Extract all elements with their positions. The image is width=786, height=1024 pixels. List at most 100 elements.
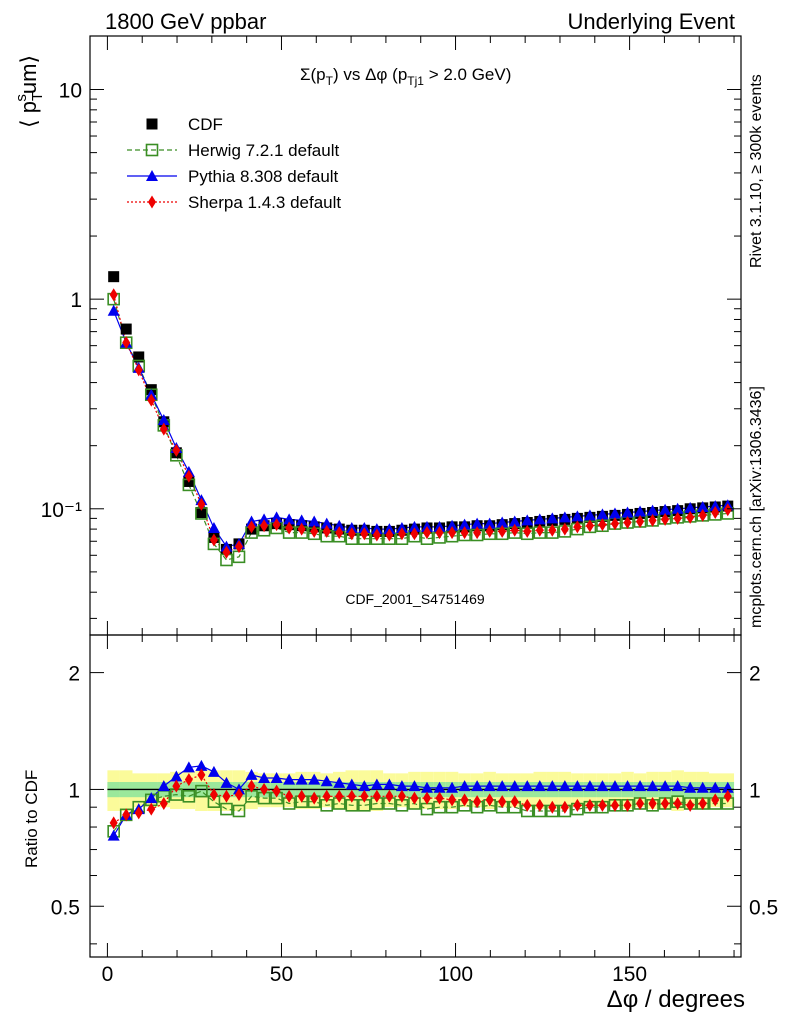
main-point-pythia — [583, 509, 596, 521]
main-line-herwig — [113, 299, 728, 561]
ratio-point-sherpa — [172, 779, 181, 793]
ratio-point-pythia — [270, 772, 283, 784]
ylabel-bracket-open: ⟨ p — [16, 101, 41, 128]
ratio-point-sherpa — [109, 816, 118, 830]
ratio-point-pythia — [182, 761, 195, 773]
ratio-point-pythia — [358, 780, 371, 792]
main-point-sherpa — [636, 514, 645, 528]
main-point-sherpa — [610, 517, 619, 531]
ratio-point-sherpa — [460, 793, 469, 807]
main-point-data — [108, 271, 120, 283]
legend-label-sherpa: Sherpa 1.4.3 default — [188, 193, 341, 212]
main-point-sherpa — [498, 524, 507, 538]
ratio-point-sherpa — [360, 789, 369, 803]
ratio-point-sherpa — [209, 788, 218, 802]
ratio-point-pythia — [471, 780, 484, 792]
main-point-pythia — [558, 511, 571, 523]
main-point-sherpa — [310, 524, 319, 538]
ratio-point-pythia — [583, 780, 596, 792]
main-point-sherpa — [585, 519, 594, 533]
ratio-point-pythia — [207, 765, 220, 777]
main-point-sherpa — [209, 533, 218, 547]
main-point-sherpa — [473, 526, 482, 540]
ratio-point-pythia — [696, 781, 709, 793]
ratio-point-sherpa — [661, 796, 670, 810]
main-point-sherpa — [109, 288, 118, 302]
main-point-sherpa — [134, 363, 143, 377]
ratio-point-pythia — [395, 780, 408, 792]
main-point-sherpa — [347, 527, 356, 541]
main-point-pythia — [496, 516, 509, 528]
ratio-point-pythia — [671, 780, 684, 792]
header-left: 1800 GeV ppbar — [105, 9, 266, 34]
ratio-point-pythia — [170, 770, 183, 782]
ratio-point-sherpa — [498, 795, 507, 809]
ratio-xtick-label: 50 — [270, 963, 293, 986]
ratio-ytick-label-right: 0.5 — [749, 896, 778, 919]
main-point-sherpa — [360, 527, 369, 541]
ratio-point-herwig — [182, 790, 196, 803]
ratio-point-sherpa — [147, 802, 156, 816]
ratio-ytick-label-right: 2 — [749, 663, 761, 686]
ratio-point-pythia — [634, 780, 647, 792]
rivet-side-label: Rivet 3.1.10, ≥ 300k events — [748, 74, 765, 268]
main-point-sherpa — [397, 527, 406, 541]
ratio-point-sherpa — [372, 789, 381, 803]
main-point-sherpa — [184, 469, 193, 483]
ratio-point-pythia — [684, 781, 697, 793]
ratio-ytick-label-right: 1 — [749, 779, 761, 802]
main-point-sherpa — [673, 511, 682, 525]
main-point-pythia — [634, 505, 647, 517]
ratio-point-pythia — [546, 780, 559, 792]
main-point-pythia — [458, 518, 471, 530]
ratio-point-sherpa — [610, 798, 619, 812]
main-point-sherpa — [372, 528, 381, 542]
main-ytick-label: 10 — [59, 80, 82, 103]
ratio-point-pythia — [621, 780, 634, 792]
main-point-pythia — [283, 513, 296, 525]
main-point-pythia — [408, 520, 421, 532]
x-axis-label: Δφ / degrees — [607, 986, 745, 1013]
ratio-point-herwig — [195, 784, 208, 798]
legend-marker-sherpa — [148, 195, 156, 209]
ratio-point-sherpa — [686, 798, 695, 812]
main-point-pythia — [508, 515, 521, 527]
main-point-sherpa — [686, 510, 695, 524]
ratio-point-pythia — [571, 780, 584, 792]
ratio-point-pythia — [458, 780, 471, 792]
legend-marker-herwig — [145, 143, 159, 157]
main-point-data — [133, 351, 145, 363]
ratio-point-pythia — [446, 781, 459, 793]
ratio-point-sherpa — [260, 782, 269, 796]
main-point-sherpa — [172, 443, 181, 457]
legend-label-pythia: Pythia 8.308 default — [188, 167, 339, 186]
main-point-pythia — [659, 503, 672, 515]
ratio-point-pythia — [320, 775, 333, 787]
ratio-point-sherpa — [134, 806, 143, 820]
main-point-pythia — [333, 519, 346, 531]
main-ylabel: ⟨ pTsum⟩ — [13, 55, 46, 128]
ratio-point-herwig — [220, 802, 233, 816]
ratio-panel-frame — [89, 634, 742, 958]
ratio-xtick-label: 0 — [102, 963, 114, 986]
main-point-pythia — [471, 517, 484, 529]
main-point-pythia — [207, 521, 220, 533]
ratio-point-sherpa — [410, 791, 419, 805]
ratio-point-pythia — [508, 780, 521, 792]
ratio-point-sherpa — [510, 795, 519, 809]
ratio-point-sherpa — [285, 789, 294, 803]
ratio-point-sherpa — [535, 798, 544, 812]
ratio-ytick-label-left: 2 — [68, 663, 80, 686]
main-point-pythia — [107, 304, 120, 316]
main-point-pythia — [621, 506, 634, 518]
ratio-point-sherpa — [197, 768, 206, 782]
main-point-sherpa — [272, 518, 281, 532]
main-point-sherpa — [548, 523, 557, 537]
title-sub1: T — [326, 74, 334, 88]
title-sigma: Σ(p — [300, 65, 326, 84]
ratio-point-pythia — [145, 792, 158, 804]
ratio-point-pythia — [420, 781, 433, 793]
main-point-pythia — [709, 500, 722, 512]
ratio-panel-ticks: 0.5 0.5 1 1 2 2 0 50 100 150 — [51, 635, 778, 986]
ratio-point-pythia — [483, 780, 496, 792]
